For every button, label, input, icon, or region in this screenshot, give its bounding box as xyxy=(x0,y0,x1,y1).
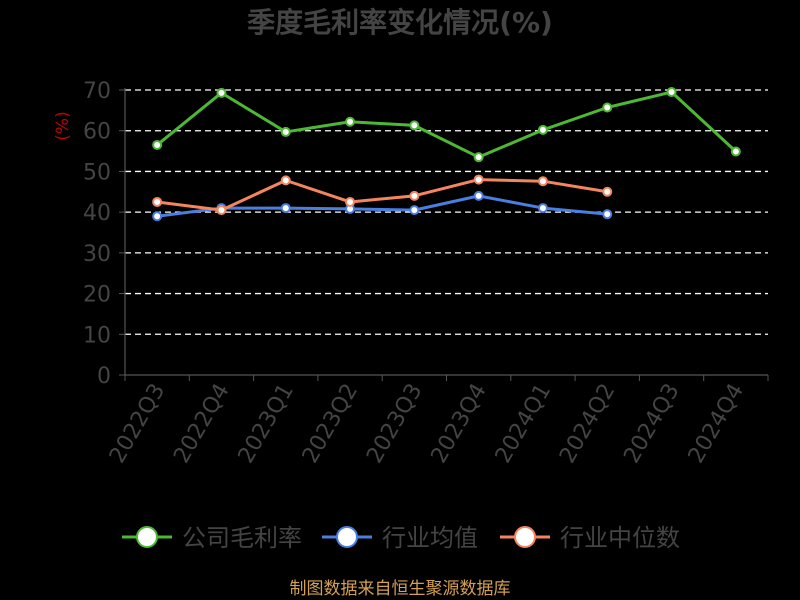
data-point-1-7 xyxy=(602,209,613,220)
legend-item-2: 行业中位数 xyxy=(500,524,680,552)
x-tick-label-2024Q3: 2024Q3 xyxy=(619,380,684,468)
x-tick-label-2022Q4: 2022Q4 xyxy=(169,380,234,468)
data-point-1-4 xyxy=(409,205,420,216)
y-tick-label-70: 70 xyxy=(83,79,111,104)
x-tick-labels: 2022Q32022Q42023Q12023Q22023Q32023Q42024… xyxy=(105,380,749,468)
x-tick-label-2023Q3: 2023Q3 xyxy=(362,380,427,468)
data-point-2-0 xyxy=(152,196,163,207)
data-point-1-5 xyxy=(473,190,484,201)
grid-lines xyxy=(125,89,768,335)
series-line-0 xyxy=(156,90,737,159)
source-note: 制图数据来自恒生聚源数据库 xyxy=(290,579,511,599)
legend-marker-1 xyxy=(336,526,358,548)
x-tick-label-2023Q1: 2023Q1 xyxy=(234,380,299,468)
data-point-0-5 xyxy=(473,152,484,163)
legend-label-2: 行业中位数 xyxy=(560,524,680,552)
y-tick-label-10: 10 xyxy=(83,323,111,348)
series-group xyxy=(152,87,741,222)
y-tick-label-50: 50 xyxy=(83,160,111,185)
chart-title: 季度毛利率变化情况(%) xyxy=(247,6,553,39)
series-2 xyxy=(152,174,613,216)
x-tick-label-2023Q2: 2023Q2 xyxy=(298,380,363,468)
axes xyxy=(119,88,769,381)
data-point-0-1 xyxy=(216,87,227,98)
series-line-1 xyxy=(156,194,608,218)
data-point-2-1 xyxy=(216,205,227,216)
y-tick-label-20: 20 xyxy=(83,283,111,308)
data-point-1-0 xyxy=(152,211,163,222)
y-tick-label-40: 40 xyxy=(83,201,111,226)
data-point-0-2 xyxy=(280,126,291,137)
x-tick-label-2022Q3: 2022Q3 xyxy=(105,380,170,468)
data-point-0-3 xyxy=(345,116,356,127)
legend: 公司毛利率 行业均值 行业中位数 xyxy=(122,524,680,552)
data-point-1-2 xyxy=(280,203,291,214)
legend-marker-0 xyxy=(136,526,158,548)
data-point-0-4 xyxy=(409,120,420,131)
legend-label-0: 公司毛利率 xyxy=(182,524,302,552)
data-point-0-6 xyxy=(537,124,548,135)
data-point-0-8 xyxy=(666,87,677,98)
y-tick-labels: 0 10 20 30 40 50 60 70 xyxy=(83,79,111,389)
legend-item-1: 行业均值 xyxy=(322,524,478,552)
y-tick-label-0: 0 xyxy=(97,364,111,389)
y-axis-label: (%) xyxy=(53,111,73,140)
data-point-2-2 xyxy=(280,175,291,186)
data-point-2-6 xyxy=(537,176,548,187)
y-tick-label-30: 30 xyxy=(83,242,111,267)
data-point-2-7 xyxy=(602,186,613,197)
legend-label-1: 行业均值 xyxy=(382,524,478,552)
x-tick-label-2024Q1: 2024Q1 xyxy=(491,380,556,468)
series-0 xyxy=(152,87,741,163)
series-line-2 xyxy=(156,178,608,212)
data-point-2-5 xyxy=(473,174,484,185)
data-point-1-6 xyxy=(537,203,548,214)
data-point-0-0 xyxy=(152,139,163,150)
x-tick-label-2024Q4: 2024Q4 xyxy=(684,380,749,468)
legend-marker-2 xyxy=(514,526,536,548)
data-point-0-7 xyxy=(602,102,613,113)
y-tick-label-60: 60 xyxy=(83,120,111,145)
legend-item-0: 公司毛利率 xyxy=(122,524,302,552)
data-point-2-3 xyxy=(345,196,356,207)
x-tick-label-2024Q2: 2024Q2 xyxy=(555,380,620,468)
x-tick-label-2023Q4: 2023Q4 xyxy=(427,380,492,468)
data-point-0-9 xyxy=(730,146,741,157)
data-point-2-4 xyxy=(409,190,420,201)
